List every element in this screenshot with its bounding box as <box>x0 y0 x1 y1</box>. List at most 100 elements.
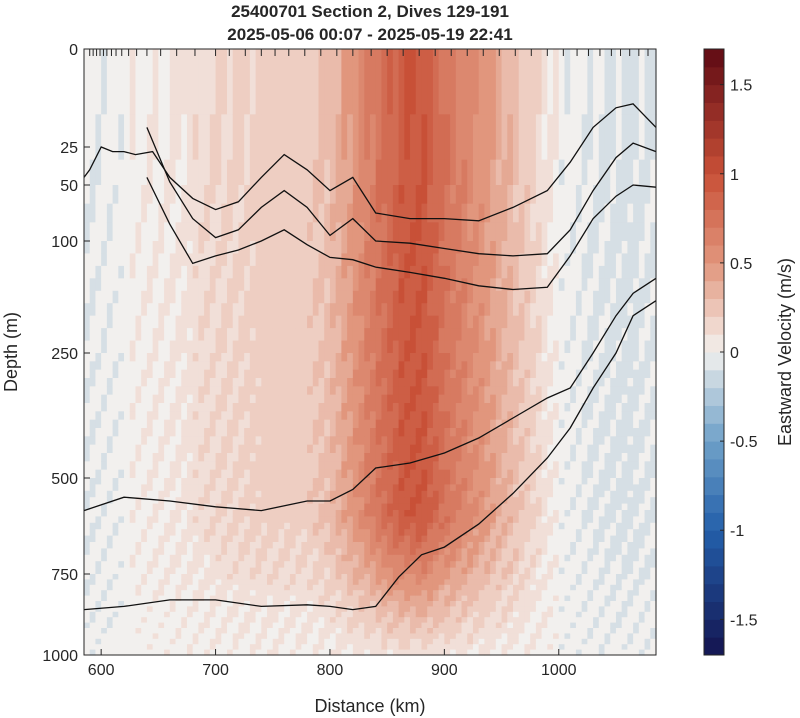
heatmap-cell <box>95 606 102 613</box>
heatmap-cell <box>553 548 560 556</box>
heatmap-cell <box>238 241 245 255</box>
heatmap-cell <box>415 49 423 115</box>
heatmap-cell <box>358 617 365 624</box>
heatmap-cell <box>530 579 537 586</box>
heatmap-cell <box>461 628 468 634</box>
heatmap-cell <box>192 290 199 304</box>
heatmap-cell <box>381 484 388 492</box>
heatmap-cell <box>146 353 154 362</box>
heatmap-cell <box>404 567 411 575</box>
heatmap-cell <box>495 278 503 292</box>
heatmap-cell <box>181 579 188 586</box>
heatmap-cell <box>289 617 297 624</box>
heatmap-cell <box>381 340 388 354</box>
heatmap-cell <box>238 222 245 242</box>
heatmap-cell <box>518 315 526 329</box>
heatmap-cell <box>432 436 440 446</box>
heatmap-cell <box>324 159 331 186</box>
heatmap-cell <box>272 484 280 492</box>
heatmap-cell <box>289 353 297 362</box>
heatmap-cell <box>221 290 228 304</box>
heatmap-cell <box>141 419 148 429</box>
heatmap-cell <box>209 469 217 479</box>
heatmap-cell <box>129 611 137 618</box>
heatmap-cell <box>553 638 560 645</box>
heatmap-cell <box>244 49 251 115</box>
heatmap-cell <box>141 516 148 524</box>
heatmap-cell <box>501 461 508 471</box>
heatmap-cell <box>490 542 497 549</box>
heatmap-cell <box>186 290 194 304</box>
heatmap-cell <box>495 561 503 569</box>
heatmap-cell <box>135 303 142 317</box>
heatmap-cell <box>95 579 102 586</box>
heatmap-cell <box>547 340 554 354</box>
heatmap-cell <box>272 394 280 404</box>
heatmap-cell <box>329 622 337 629</box>
heatmap-cell <box>484 633 491 640</box>
heatmap-cell <box>392 369 400 379</box>
heatmap-cell <box>392 278 400 292</box>
heatmap-cell <box>209 510 217 517</box>
heatmap-cell <box>95 622 102 629</box>
heatmap-cell <box>118 185 125 205</box>
heatmap-cell <box>307 574 314 580</box>
heatmap-cell <box>324 579 331 586</box>
heatmap-cell <box>244 378 251 387</box>
heatmap-cell <box>135 484 142 492</box>
heatmap-cell <box>524 278 531 292</box>
heatmap-cell <box>261 554 268 562</box>
heatmap-cell <box>410 436 417 446</box>
heatmap-cell <box>244 241 251 255</box>
heatmap-cell <box>244 561 251 569</box>
heatmap-cell <box>381 497 388 505</box>
heatmap-cell <box>312 567 320 575</box>
heatmap-cell <box>101 638 108 645</box>
heatmap-cell <box>495 419 503 429</box>
heatmap-cell <box>438 601 445 607</box>
heatmap-cell <box>249 590 257 597</box>
heatmap-cell <box>404 579 411 586</box>
heatmap-cell <box>455 303 463 317</box>
heatmap-cell <box>461 411 468 421</box>
heatmap-cell <box>215 453 222 462</box>
heatmap-cell <box>501 633 508 640</box>
heatmap-cell <box>312 361 320 371</box>
heatmap-cell <box>289 622 297 629</box>
heatmap-cell <box>141 628 148 634</box>
heatmap-cell <box>535 649 543 656</box>
heatmap-cell <box>152 203 159 223</box>
heatmap-cell <box>518 436 526 446</box>
heatmap-cell <box>249 484 257 492</box>
heatmap-cell <box>472 436 480 446</box>
heatmap-cell <box>141 579 148 586</box>
heatmap-cell <box>84 203 91 223</box>
heatmap-cell <box>461 436 468 446</box>
heatmap-cell <box>329 419 337 429</box>
heatmap-cell <box>530 340 537 354</box>
heatmap-cell <box>295 490 302 498</box>
heatmap-cell <box>347 516 354 524</box>
heatmap-cell <box>284 617 291 624</box>
heatmap-cell <box>221 535 228 543</box>
heatmap-cell <box>312 584 320 591</box>
heatmap-cell <box>249 644 257 651</box>
heatmap-cell <box>118 649 125 656</box>
heatmap-cell <box>164 469 171 479</box>
heatmap-cell <box>358 419 365 429</box>
heatmap-cell <box>421 278 428 292</box>
heatmap-cell <box>392 353 400 362</box>
heatmap-cell <box>324 542 331 549</box>
heatmap-cell <box>272 644 280 651</box>
heatmap-cell <box>101 590 108 597</box>
heatmap-cell <box>478 361 485 371</box>
heatmap-cell <box>106 353 114 362</box>
heatmap-cell <box>204 49 211 115</box>
heatmap-cell <box>381 49 388 115</box>
heatmap-cell <box>358 278 365 292</box>
heatmap-cell <box>244 611 251 618</box>
heatmap-cell <box>404 649 411 656</box>
heatmap-cell <box>461 328 468 342</box>
heatmap-cell <box>175 579 182 586</box>
heatmap-cell <box>312 548 320 556</box>
